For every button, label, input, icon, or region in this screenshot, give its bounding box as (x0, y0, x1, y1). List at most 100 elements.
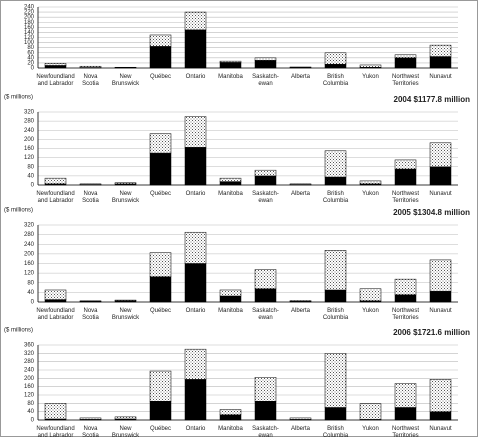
bar-segment (394, 168, 417, 186)
x-tick-label: Québec (150, 426, 171, 432)
bar-segment (324, 289, 347, 303)
bar-segment (184, 379, 207, 421)
x-tick-label: Yukon (362, 308, 379, 314)
x-tick-label: New Brunswick (112, 74, 140, 87)
x-tick-label: Saskatch-ewan (252, 426, 279, 437)
bar-segment (219, 177, 242, 182)
bar-segment (44, 63, 67, 66)
x-tick-label: Northwest Territories (392, 74, 419, 87)
x-tick-label: Nova Scotia (82, 426, 99, 437)
y-tick-label: 320 (24, 223, 35, 229)
bar-segment (324, 52, 347, 65)
y-tick-label: 220 (24, 10, 35, 16)
bar-segment (254, 288, 277, 303)
y-axis-label: ($ millions) (4, 328, 33, 334)
y-tick-label: 120 (24, 271, 35, 277)
x-tick-label: Alberta (291, 191, 311, 197)
bar-segment (324, 63, 347, 69)
y-tick-label: 40 (27, 409, 34, 415)
y-tick-label: 0 (31, 183, 35, 189)
y-tick-label: 120 (24, 35, 35, 41)
bar-segment (429, 142, 452, 167)
bar-segment (149, 252, 172, 277)
x-tick-label: British Columbia (323, 308, 349, 321)
y-tick-label: 80 (27, 401, 34, 407)
bar-segment (44, 289, 67, 300)
bar-segment (429, 259, 452, 292)
bar-segment (114, 416, 137, 420)
bar-segment (184, 11, 207, 31)
y-tick-label: 0 (31, 300, 35, 306)
bar-segment (149, 34, 172, 47)
bar-segment (149, 276, 172, 303)
y-tick-label: 240 (24, 5, 35, 11)
bar-segment (184, 348, 207, 380)
bar-segment (254, 377, 277, 402)
chart-title: 2005 $1304.8 million (393, 208, 470, 217)
x-tick-label: Nova Scotia (82, 308, 99, 321)
bar-segment (429, 166, 452, 186)
x-tick-label: Québec (150, 74, 171, 80)
y-tick-label: 0 (31, 418, 35, 424)
y-tick-label: 140 (24, 30, 35, 36)
y-tick-label: 360 (24, 343, 35, 349)
x-tick-label: Yukon (362, 74, 379, 80)
bar-segment (114, 299, 137, 302)
y-axis-label: ($ millions) (4, 95, 33, 101)
bar-segment (359, 64, 382, 68)
y-tick-label: 120 (24, 393, 35, 399)
x-tick-label: Ontario (186, 426, 206, 432)
bar-segment (149, 46, 172, 69)
bar-segment (44, 403, 67, 420)
x-tick-label: Alberta (291, 308, 311, 314)
bar-segment (184, 116, 207, 148)
y-tick-label: 0 (31, 66, 35, 72)
bar-segment (429, 56, 452, 69)
y-tick-label: 80 (27, 164, 34, 170)
y-tick-label: 200 (24, 376, 35, 382)
bar-segment (324, 407, 347, 421)
bar-segment (44, 177, 67, 185)
bar-segment (324, 176, 347, 186)
x-tick-label: Saskatch-ewan (252, 74, 279, 87)
bar-segment (324, 353, 347, 408)
x-tick-label: Nunavut (429, 74, 452, 80)
bar-segment (184, 147, 207, 186)
y-tick-label: 180 (24, 20, 35, 26)
x-tick-label: Northwest Territories (392, 191, 419, 204)
chart-title: 2006 $1721.6 million (393, 328, 470, 337)
bar-segment (79, 65, 102, 68)
y-tick-label: 320 (24, 351, 35, 357)
y-tick-label: 280 (24, 119, 35, 125)
x-tick-label: Manitoba (218, 191, 243, 197)
x-tick-label: Yukon (362, 426, 379, 432)
bar-segment (289, 66, 312, 68)
bar-segment (394, 383, 417, 408)
y-tick-label: 320 (24, 110, 35, 116)
bar-segment (254, 57, 277, 61)
y-tick-label: 40 (27, 290, 34, 296)
bar-segment (289, 417, 312, 420)
y-tick-label: 160 (24, 25, 35, 31)
x-tick-label: Newfoundland and Labrador (36, 74, 74, 87)
bar-segment (359, 180, 382, 185)
bar-segment (184, 231, 207, 264)
y-tick-label: 280 (24, 359, 35, 365)
bar-segment (219, 60, 242, 63)
bar-segment (394, 294, 417, 303)
bar-segment (254, 175, 277, 186)
bar-segment (254, 169, 277, 177)
bar-segment (324, 250, 347, 291)
y-tick-label: 240 (24, 128, 35, 134)
x-tick-label: Québec (150, 308, 171, 314)
y-tick-label: 200 (24, 15, 35, 21)
bar-segment (149, 133, 172, 154)
y-tick-label: 80 (27, 45, 34, 51)
x-tick-label: Nova Scotia (82, 191, 99, 204)
x-tick-label: Québec (150, 191, 171, 197)
bar-segment (44, 65, 67, 69)
bar-segment (219, 181, 242, 186)
bar-segment (219, 409, 242, 416)
x-tick-label: Saskatch-ewan (252, 308, 279, 321)
